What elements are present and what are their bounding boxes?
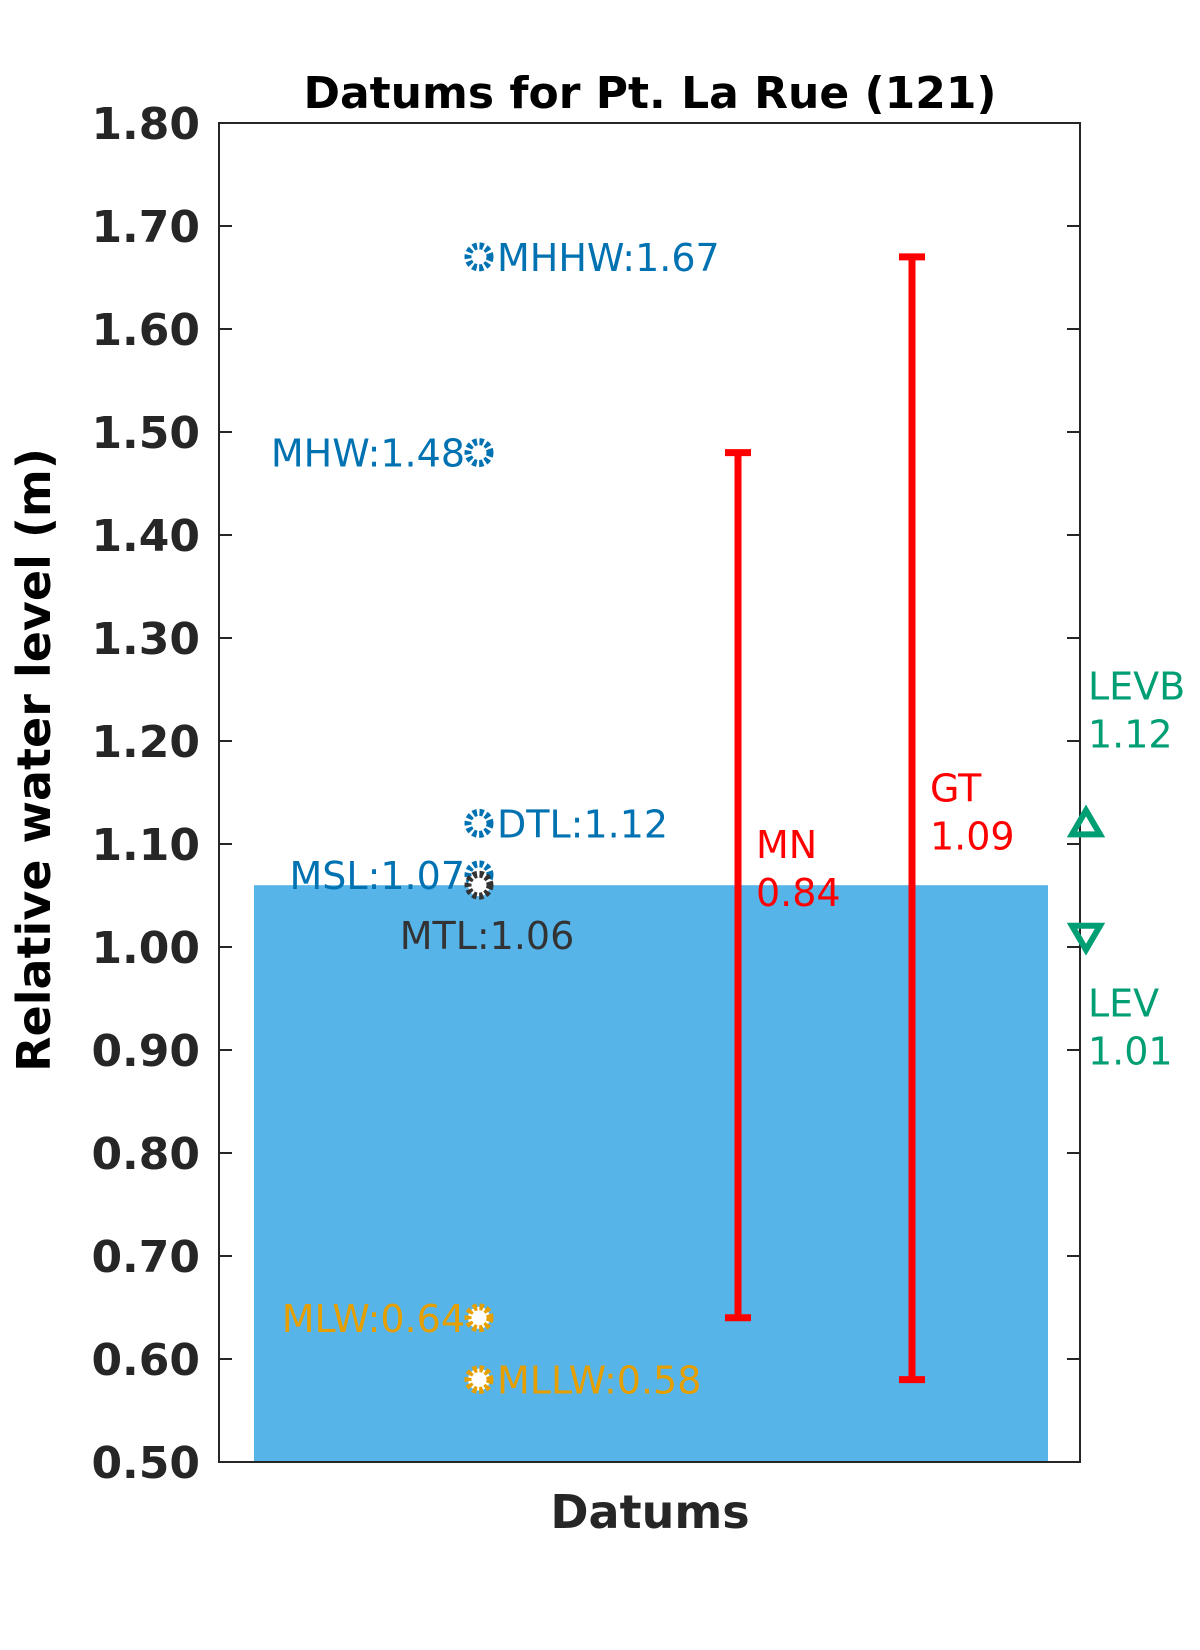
y-tick-label: 1.00 bbox=[91, 923, 200, 974]
datum-label-mhhw: MHHW:1.67 bbox=[497, 236, 720, 280]
y-tick-label: 0.70 bbox=[91, 1232, 200, 1283]
y-tick-label: 1.50 bbox=[91, 408, 200, 459]
extreme-marker-levb bbox=[1066, 804, 1106, 838]
range-label-gt: GT bbox=[930, 766, 982, 810]
y-tick-label: 1.80 bbox=[91, 99, 200, 150]
datum-marker-mtl bbox=[464, 870, 494, 900]
plot-frame bbox=[218, 122, 1081, 1463]
extreme-label-levb: LEVB bbox=[1088, 664, 1185, 708]
extreme-label-lev: LEV bbox=[1088, 982, 1159, 1026]
y-tick-label: 1.10 bbox=[91, 820, 200, 871]
range-value-gt: 1.09 bbox=[930, 814, 1015, 858]
extreme-marker-lev bbox=[1066, 922, 1106, 956]
y-tick-label: 0.90 bbox=[91, 1026, 200, 1077]
y-tick-label: 1.40 bbox=[91, 511, 200, 562]
y-tick-label: 0.50 bbox=[91, 1438, 200, 1489]
datum-marker-mlw bbox=[464, 1303, 494, 1333]
datum-marker-mhw bbox=[464, 438, 494, 468]
range-label-mn: MN bbox=[756, 823, 817, 867]
datum-marker-mhhw bbox=[464, 242, 494, 272]
datum-label-mhw: MHW:1.48 bbox=[271, 432, 465, 476]
y-tick-label: 1.30 bbox=[91, 614, 200, 665]
datum-label-msl: MSL:1.07 bbox=[290, 854, 466, 898]
y-axis-title: Relative water level (m) bbox=[7, 448, 61, 1072]
y-tick-label: 0.60 bbox=[91, 1335, 200, 1386]
y-tick-label: 1.60 bbox=[91, 305, 200, 356]
datum-label-mlw: MLW:0.64 bbox=[282, 1297, 465, 1341]
datum-label-mllw: MLLW:0.58 bbox=[497, 1359, 701, 1403]
y-tick-label: 0.80 bbox=[91, 1129, 200, 1180]
y-tick-label: 1.70 bbox=[91, 202, 200, 253]
y-tick-label: 1.20 bbox=[91, 717, 200, 768]
chart-title: Datums for Pt. La Rue (121) bbox=[303, 68, 996, 119]
datum-marker-mllw bbox=[464, 1365, 494, 1395]
x-axis-title: Datums bbox=[550, 1485, 749, 1539]
extreme-value-levb: 1.12 bbox=[1088, 712, 1173, 756]
range-value-mn: 0.84 bbox=[756, 871, 841, 915]
datum-label-mtl: MTL:1.06 bbox=[400, 914, 575, 958]
extreme-value-lev: 1.01 bbox=[1088, 1030, 1173, 1074]
datum-marker-dtl bbox=[464, 808, 494, 838]
water-level-bar bbox=[254, 885, 1048, 1462]
datum-label-dtl: DTL:1.12 bbox=[497, 802, 668, 846]
